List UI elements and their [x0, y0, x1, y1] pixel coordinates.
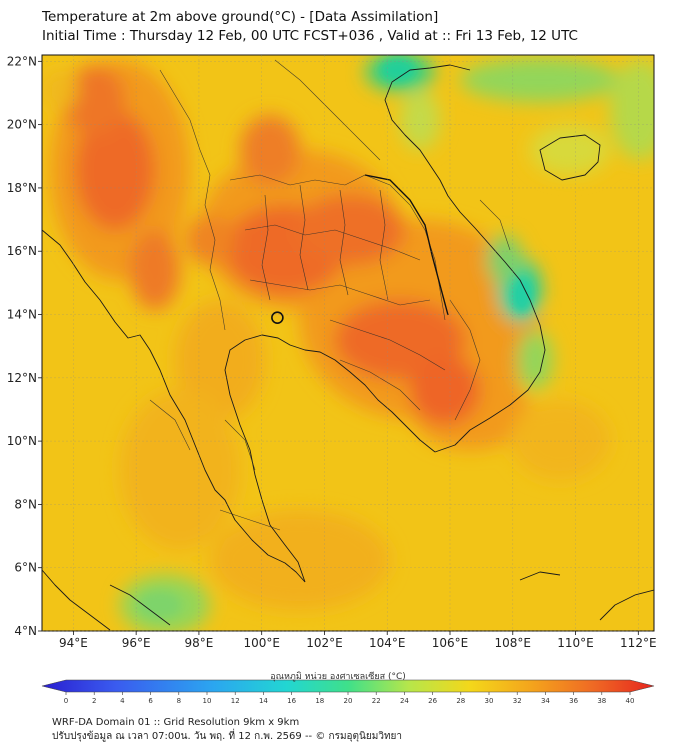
lon-tick-label: 102°E	[306, 636, 343, 650]
colorbar-tick-label: 40	[626, 697, 635, 705]
lon-tick-label: 112°E	[620, 636, 657, 650]
lat-tick-label: 22°N	[7, 54, 37, 68]
colorbar-tick-label: 30	[485, 697, 494, 705]
colorbar-tick-label: 14	[259, 697, 268, 705]
lat-tick-label: 10°N	[7, 434, 37, 448]
longitude-ticks: 94°E 96°E 98°E 100°E 102°E 104°E 106°E 108°E 110…	[59, 631, 657, 650]
temperature-map: 94°E 96°E 98°E 100°E 102°E 104°E 106°E 108°E 110…	[7, 54, 657, 705]
colorbar-ticks: 0 2 4 6 8 10 12 14 16 18 20 22 24 26 28 30 32 34 36 38 40	[64, 692, 635, 705]
coastlines	[42, 64, 654, 631]
colorbar-tick-label: 22	[372, 697, 381, 705]
colorbar-tick-label: 32	[513, 697, 522, 705]
lon-tick-label: 100°E	[243, 636, 280, 650]
colorbar-tick-label: 16	[287, 697, 296, 705]
colorbar-tick-label: 34	[541, 697, 550, 705]
lat-tick-label: 18°N	[7, 181, 37, 195]
temperature-field	[42, 55, 654, 631]
colorbar-tick-label: 38	[597, 697, 606, 705]
field-cool-cores	[138, 58, 532, 619]
colorbar-tick-label: 20	[344, 697, 353, 705]
field-blobs	[42, 55, 654, 631]
lon-tick-label: 106°E	[432, 636, 469, 650]
location-marker	[271, 311, 284, 324]
colorbar-tick-label: 4	[120, 697, 125, 705]
lon-tick-label: 96°E	[122, 636, 151, 650]
lat-tick-label: 8°N	[14, 497, 37, 511]
colorbar-tick-label: 18	[315, 697, 324, 705]
colorbar-tick-label: 28	[456, 697, 465, 705]
lat-tick-label: 14°N	[7, 308, 37, 322]
footer-line-1: WRF-DA Domain 01 :: Grid Resolution 9km …	[52, 717, 300, 728]
lat-tick-label: 6°N	[14, 561, 37, 575]
colorbar-tick-label: 24	[400, 697, 409, 705]
lat-tick-label: 12°N	[7, 371, 37, 385]
colorbar-tick-label: 10	[203, 697, 212, 705]
lon-tick-label: 104°E	[369, 636, 406, 650]
lon-tick-label: 94°E	[59, 636, 88, 650]
lon-tick-label: 110°E	[557, 636, 594, 650]
admin-borders	[149, 59, 511, 531]
title-line-2: Initial Time : Thursday 12 Feb, 00 UTC F…	[42, 28, 578, 44]
colorbar-tick-label: 2	[92, 697, 96, 705]
colorbar-tick-label: 6	[148, 697, 153, 705]
lat-tick-label: 16°N	[7, 244, 37, 258]
latitude-ticks: 4°N 6°N 8°N 10°N 12°N 14°N 16°N 18°N 20°N 22°N	[7, 54, 42, 638]
colorbar-tick-label: 8	[177, 697, 181, 705]
title-line-1: Temperature at 2m above ground(°C) - [Da…	[42, 9, 439, 25]
colorbar-label: อุณหภูมิ หน่วย องศาเซลเซียส (°C)	[270, 672, 406, 682]
lat-tick-label: 4°N	[14, 624, 37, 638]
colorbar-tick-label: 36	[569, 697, 578, 705]
colorbar-tick-label: 26	[428, 697, 437, 705]
map-title: Temperature at 2m above ground(°C) - [Da…	[42, 8, 578, 46]
footer: WRF-DA Domain 01 :: Grid Resolution 9km …	[52, 716, 402, 744]
graticule	[42, 55, 654, 632]
lon-tick-label: 98°E	[184, 636, 213, 650]
colorbar-tick-label: 0	[64, 697, 68, 705]
footer-line-2: ปรับปรุงข้อมูล ณ เวลา 07:00น. วัน พฤ. ที…	[52, 731, 403, 742]
colorbar: 0 2 4 6 8 10 12 14 16 18 20 22 24 26 28 30 32 34 36 38 40	[41, 679, 655, 705]
country-border-highlight	[364, 174, 449, 316]
lon-tick-label: 108°E	[495, 636, 532, 650]
lat-tick-label: 20°N	[7, 118, 37, 132]
colorbar-tick-label: 12	[231, 697, 240, 705]
